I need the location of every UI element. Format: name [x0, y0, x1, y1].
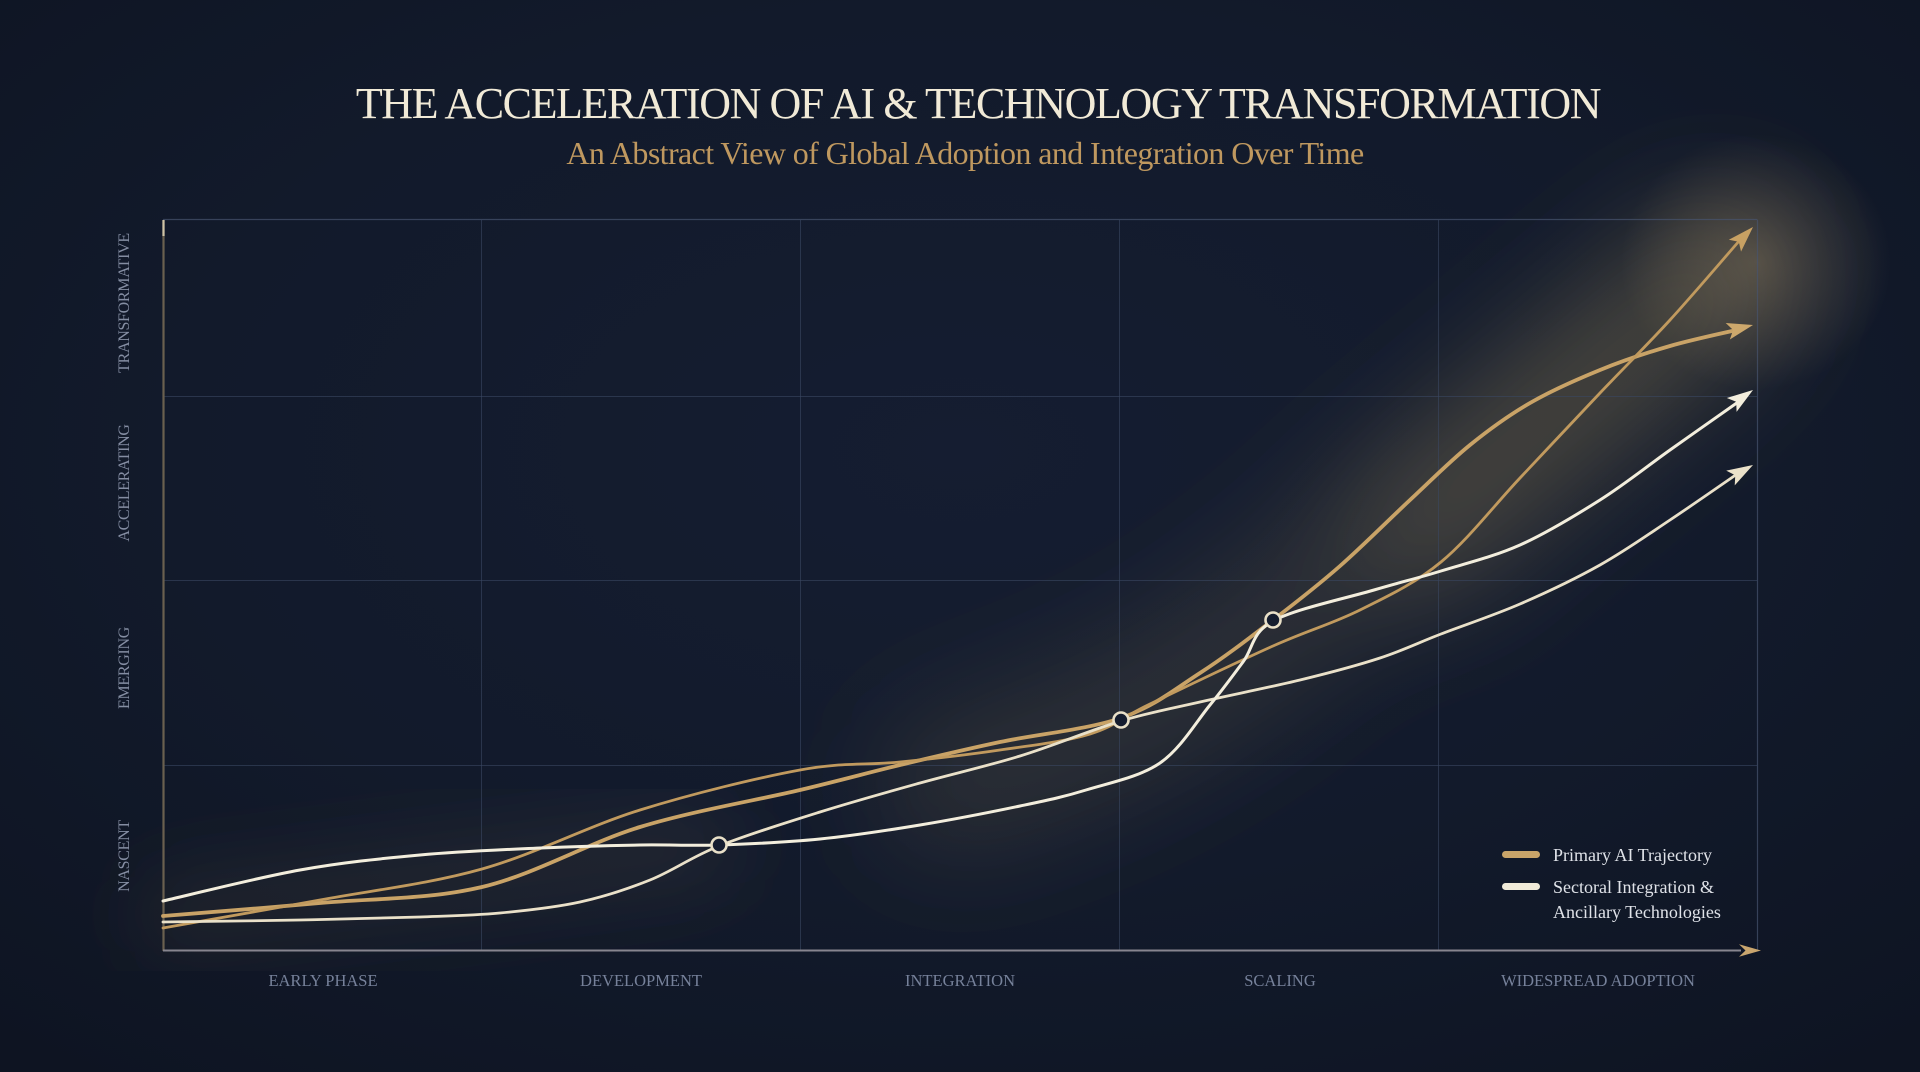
svg-text:ACCELERATING: ACCELERATING: [116, 424, 133, 542]
svg-text:NASCENT: NASCENT: [116, 820, 133, 892]
svg-text:Primary AI Trajectory: Primary AI Trajectory: [1553, 845, 1712, 865]
svg-text:DEVELOPMENT: DEVELOPMENT: [580, 971, 702, 990]
svg-text:Sectoral Integration &: Sectoral Integration &: [1553, 877, 1714, 897]
svg-text:THE ACCELERATION OF AI & TECHN: THE ACCELERATION OF AI & TECHNOLOGY TRAN…: [356, 79, 1601, 128]
svg-text:WIDESPREAD ADOPTION: WIDESPREAD ADOPTION: [1501, 971, 1695, 990]
svg-text:EMERGING: EMERGING: [116, 626, 133, 709]
svg-text:EARLY PHASE: EARLY PHASE: [268, 971, 377, 990]
svg-text:Ancillary Technologies: Ancillary Technologies: [1553, 902, 1721, 922]
svg-text:TRANSFORMATIVE: TRANSFORMATIVE: [116, 233, 133, 373]
svg-text:INTEGRATION: INTEGRATION: [905, 971, 1015, 990]
svg-text:SCALING: SCALING: [1244, 971, 1316, 990]
svg-text:An Abstract View of Global Ado: An Abstract View of Global Adoption and …: [566, 135, 1364, 171]
